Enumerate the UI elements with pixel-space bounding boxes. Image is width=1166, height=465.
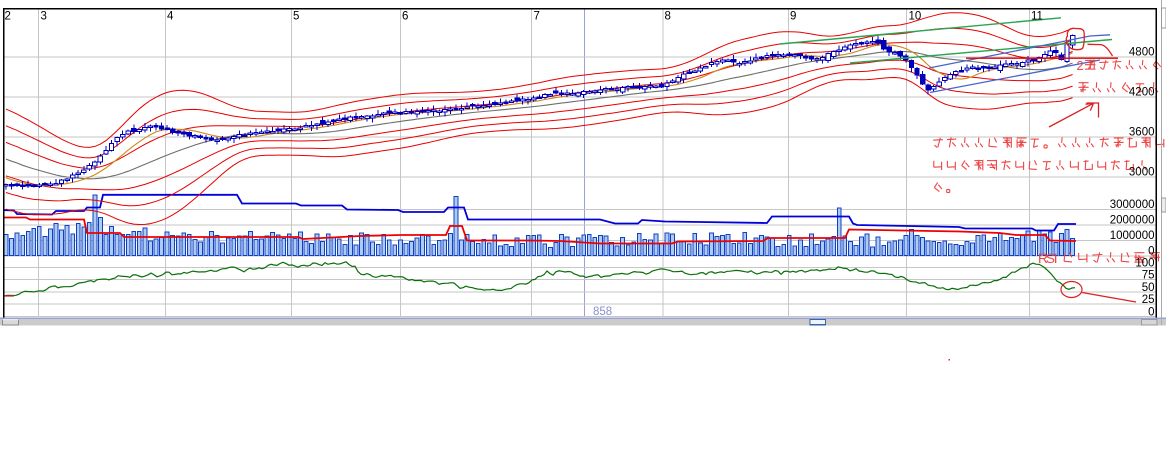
svg-text:5: 5 — [293, 11, 299, 23]
svg-text:4200: 4200 — [1129, 87, 1155, 99]
svg-text:100: 100 — [1135, 257, 1154, 269]
svg-text:0: 0 — [1148, 246, 1154, 258]
svg-text:858: 858 — [593, 306, 612, 318]
svg-text:1000000: 1000000 — [1110, 230, 1155, 242]
svg-text:4800: 4800 — [1129, 47, 1155, 59]
svg-text:10: 10 — [909, 11, 922, 23]
svg-text:2000000: 2000000 — [1110, 215, 1155, 227]
svg-text:75: 75 — [1142, 270, 1155, 282]
svg-text:3600: 3600 — [1129, 127, 1155, 139]
svg-text:25: 25 — [1142, 294, 1155, 306]
svg-text:4: 4 — [167, 11, 174, 23]
svg-text:9: 9 — [790, 11, 796, 23]
svg-text:6: 6 — [402, 11, 408, 23]
svg-text:I: I — [1054, 251, 1058, 266]
svg-text:11: 11 — [1031, 11, 1043, 23]
svg-text:3000000: 3000000 — [1110, 199, 1155, 211]
svg-text:3: 3 — [41, 11, 47, 23]
svg-text:2: 2 — [5, 11, 11, 23]
svg-text:3000: 3000 — [1129, 167, 1155, 179]
svg-text:0: 0 — [1148, 306, 1154, 318]
svg-text:2: 2 — [1077, 58, 1084, 73]
svg-text:8: 8 — [665, 11, 671, 23]
svg-text:50: 50 — [1142, 282, 1155, 294]
svg-text:7: 7 — [534, 11, 540, 23]
